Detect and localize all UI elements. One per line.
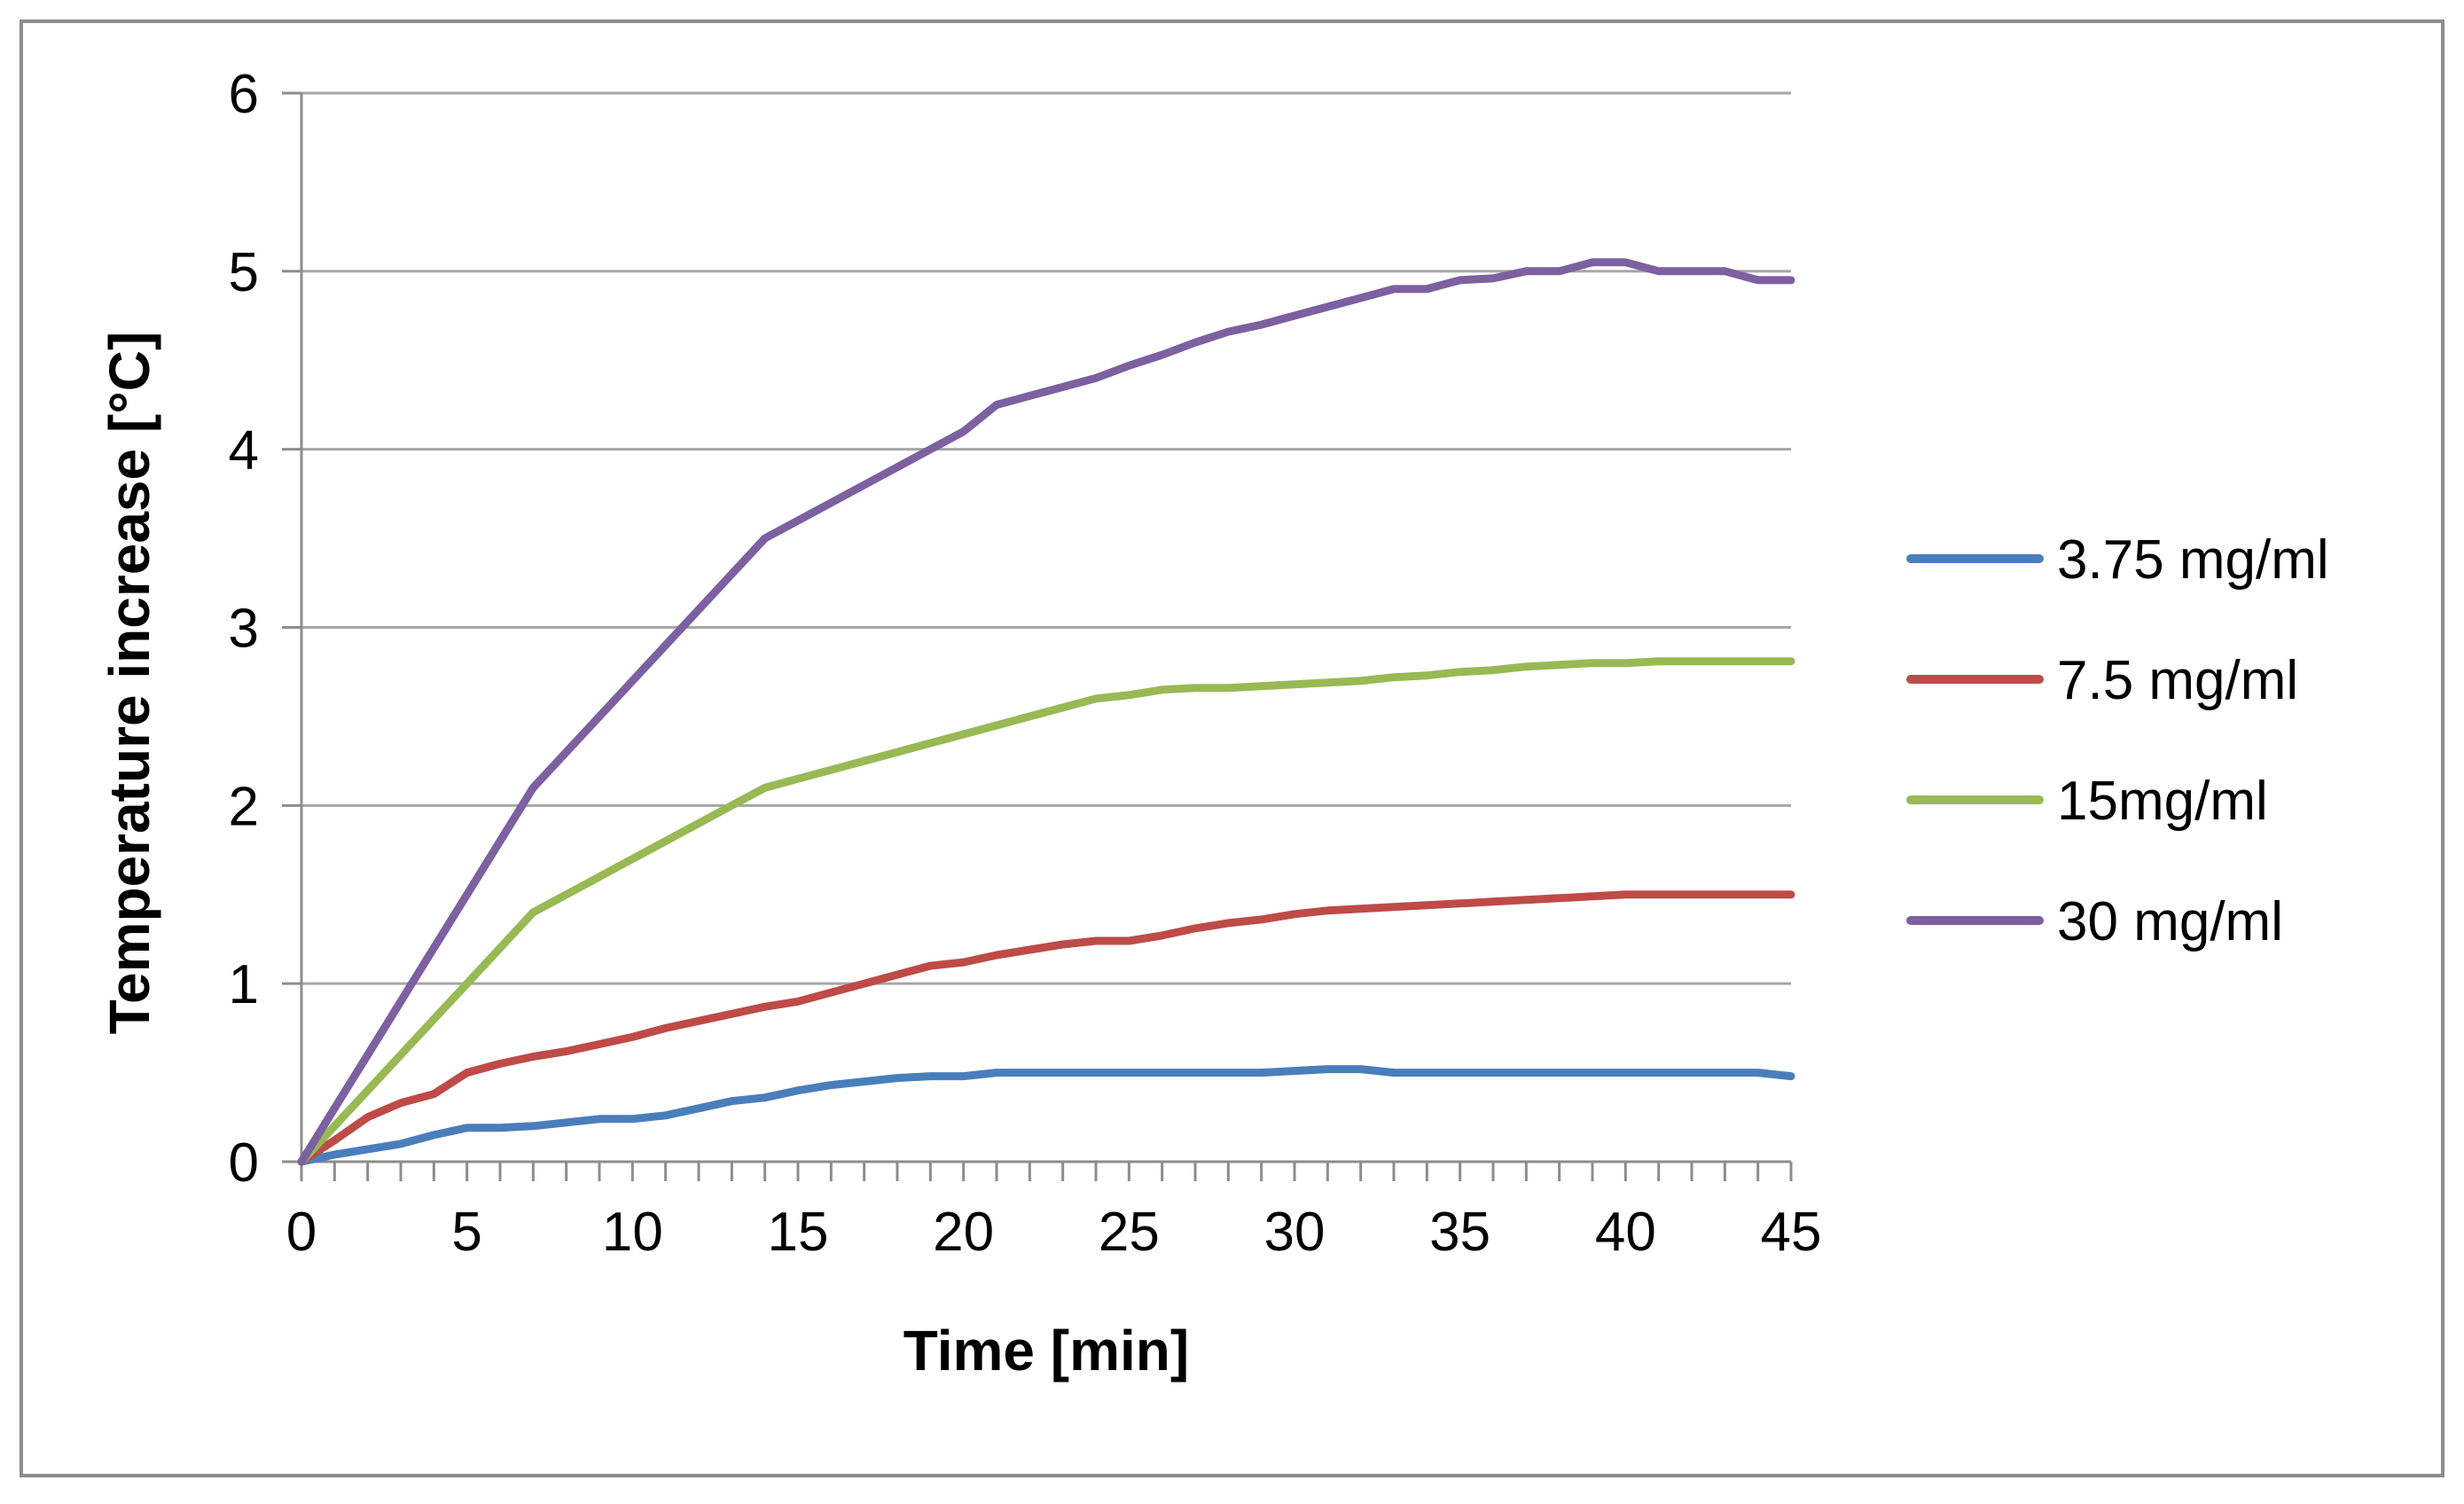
legend-label: 7.5 mg/ml	[2057, 650, 2298, 711]
y-tick-label: 2	[229, 776, 259, 837]
y-axis-label: Temperature increase [°C]	[98, 332, 161, 1035]
legend-label: 30 mg/ml	[2057, 891, 2283, 952]
x-tick-label: 25	[1099, 1202, 1160, 1263]
x-tick-label: 5	[451, 1202, 481, 1263]
y-tick-label: 3	[229, 599, 259, 660]
x-tick-label: 15	[768, 1202, 829, 1263]
series-line-0	[297, 1065, 1795, 1166]
y-tick-label: 0	[229, 1132, 259, 1194]
series-line-3	[297, 258, 1795, 1166]
gridlines	[301, 91, 1791, 985]
legend-label: 3.75 mg/ml	[2057, 529, 2329, 591]
y-tick-label: 6	[229, 64, 259, 125]
series-lines	[297, 258, 1795, 1166]
legend: 3.75 mg/ml 7.5 mg/ml 15mg/ml 30 mg/ml	[1906, 529, 2329, 952]
x-tick-label: 30	[1264, 1202, 1326, 1263]
series-line-1	[297, 890, 1795, 1166]
x-axis-label: Time [min]	[903, 1319, 1189, 1383]
y-tick-label: 1	[229, 954, 259, 1015]
y-tick-label: 5	[229, 242, 259, 303]
x-tick-label: 35	[1429, 1202, 1490, 1263]
axes	[282, 91, 1793, 1181]
series-line-2	[297, 657, 1795, 1166]
x-tick-label: 40	[1595, 1202, 1656, 1263]
legend-label: 15mg/ml	[2057, 771, 2268, 832]
y-tick-labels: 0 1 2 3 4 5 6	[229, 64, 259, 1194]
chart-frame	[20, 20, 2444, 1477]
x-tick-label: 45	[1761, 1202, 1822, 1263]
x-tick-labels: 0 5 10 15 20 25 30 35 40 45	[286, 1202, 1822, 1263]
x-tick-label: 10	[602, 1202, 663, 1263]
y-tick-label: 4	[229, 420, 259, 482]
x-tick-label: 0	[286, 1202, 317, 1263]
x-tick-label: 20	[933, 1202, 994, 1263]
